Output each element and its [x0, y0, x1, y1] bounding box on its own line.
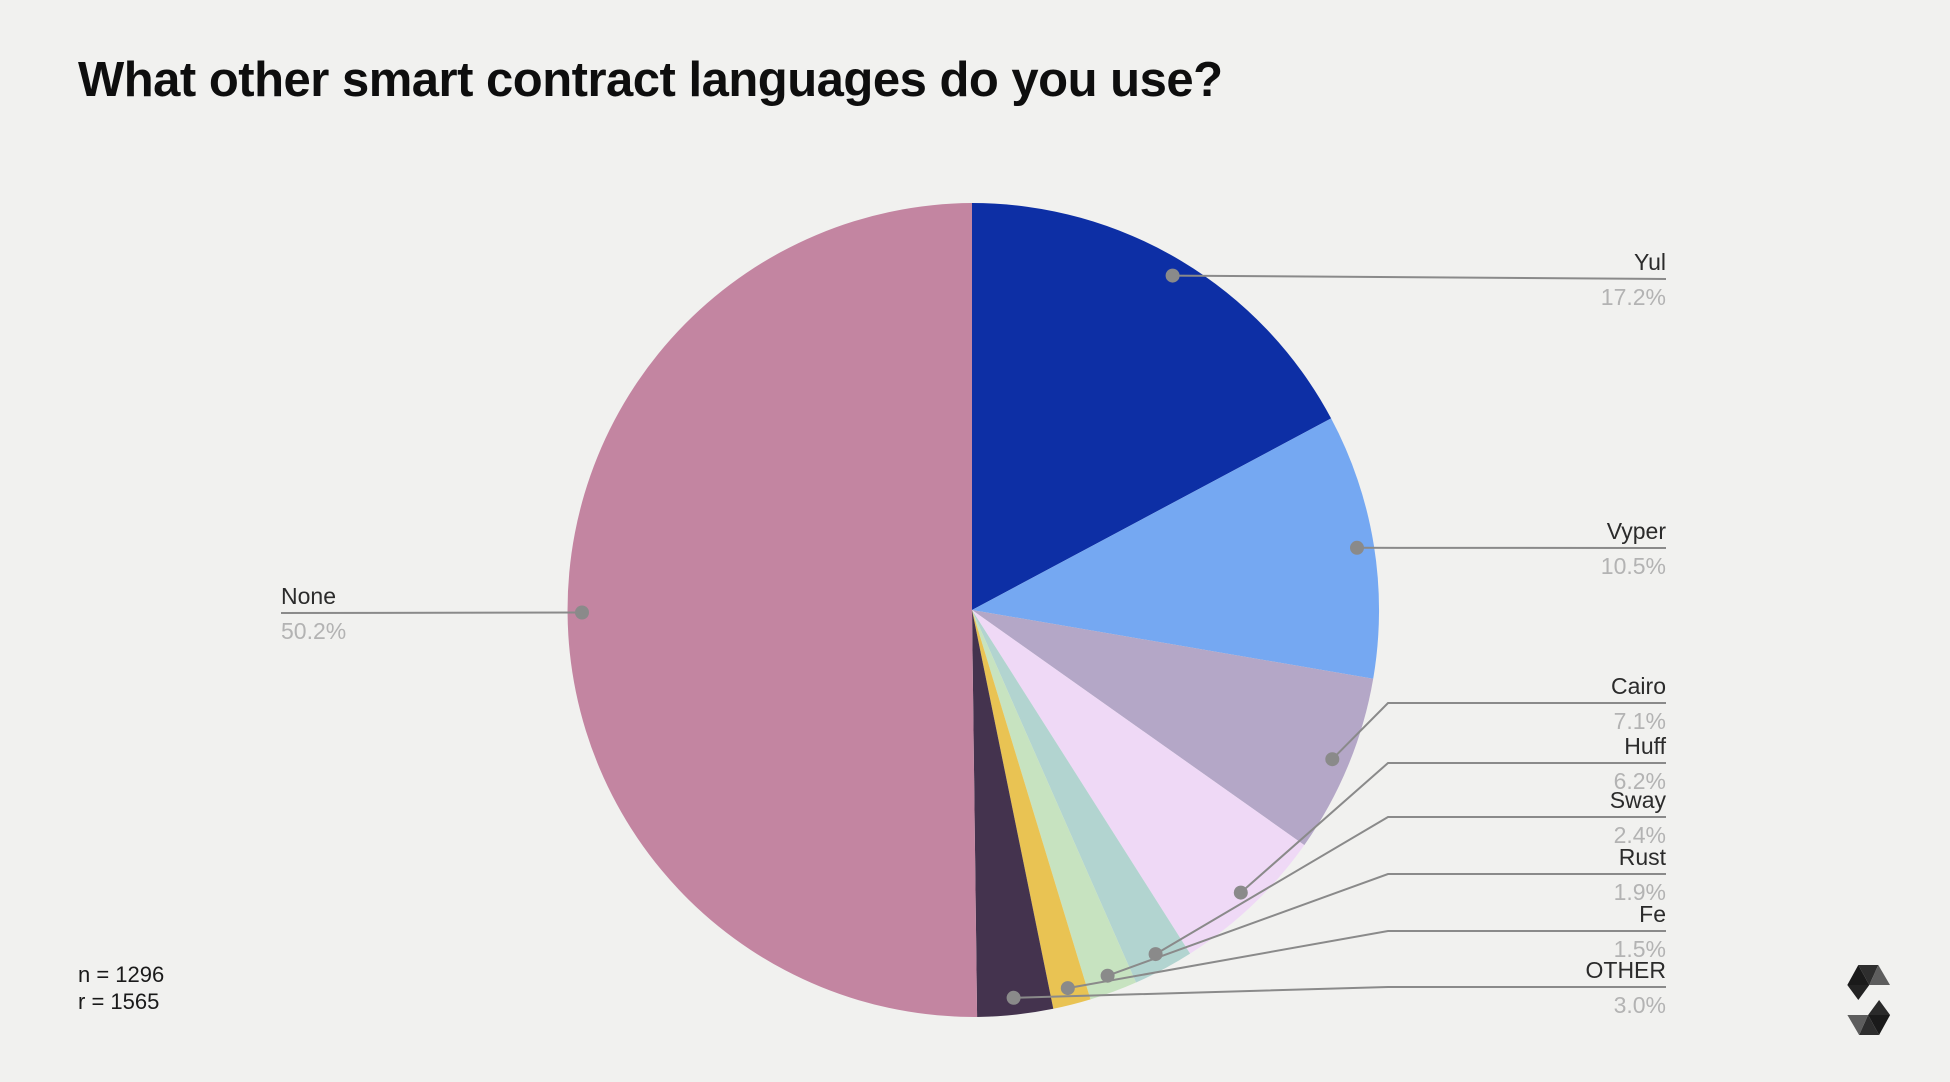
pie-slice-fe: [972, 610, 1091, 1009]
slice-label-vyper: Vyper: [1606, 518, 1666, 544]
leader-dot-vyper: [1350, 540, 1364, 555]
chart-title: What other smart contract languages do y…: [78, 53, 1223, 107]
leader-line-huff: [1240, 762, 1666, 894]
leader-line-fe: [1067, 930, 1666, 990]
slice-pct-other: 3.0%: [1613, 992, 1666, 1018]
slice-pct-fe: 1.5%: [1613, 936, 1666, 962]
slice-label-none: None: [281, 583, 336, 609]
leader-dot-huff: [1233, 885, 1248, 900]
slice-label-other: OTHER: [1585, 957, 1667, 983]
leader-line-sway: [1155, 816, 1666, 955]
pie-slice-rust: [972, 610, 1136, 1000]
slice-pct-huff: 6.2%: [1613, 768, 1666, 794]
leader-dot-fe: [1060, 981, 1075, 996]
slice-label-cairo: Cairo: [1611, 673, 1666, 699]
leader-line-cairo: [1331, 702, 1666, 760]
leader-dot-cairo: [1325, 752, 1340, 767]
solidity-logo-icon: [1847, 965, 1891, 1035]
leader-dot-sway: [1148, 947, 1163, 962]
slice-pct-none: 50.2%: [281, 618, 347, 644]
leader-line-yul: [1172, 274, 1667, 280]
slice-label-rust: Rust: [1618, 844, 1666, 870]
slice-pct-yul: 17.2%: [1600, 284, 1666, 310]
pie-slice-huff: [972, 610, 1305, 954]
pie-slice-none: [567, 203, 978, 1018]
leader-line-none: [280, 611, 583, 614]
slice-label-fe: Fe: [1639, 901, 1666, 927]
leader-line-rust: [1107, 873, 1666, 977]
leader-line-other: [1013, 986, 1666, 999]
pie-slice-vyper: [972, 418, 1380, 679]
footnote-r: r = 1565: [78, 989, 160, 1014]
slice-pct-rust: 1.9%: [1613, 879, 1666, 905]
leader-dot-yul: [1165, 268, 1180, 283]
slice-label-huff: Huff: [1624, 733, 1666, 759]
slice-pct-vyper: 10.5%: [1600, 553, 1666, 579]
leader-dot-none: [575, 605, 589, 620]
pie-slice-other: [972, 610, 1054, 1017]
sample-size-note: n = 1296 r = 1565: [78, 961, 164, 1015]
pie-slice-yul: [972, 203, 1332, 610]
slice-label-sway: Sway: [1609, 787, 1666, 813]
slice-pct-cairo: 7.1%: [1613, 708, 1666, 734]
slice-label-yul: Yul: [1634, 249, 1666, 275]
slice-pct-sway: 2.4%: [1613, 822, 1666, 848]
pie-slice-sway: [972, 610, 1191, 983]
leader-dot-other: [1006, 990, 1021, 1005]
leader-dot-rust: [1100, 968, 1115, 983]
pie-slice-cairo: [972, 610, 1374, 846]
footnote-n: n = 1296: [78, 962, 165, 987]
